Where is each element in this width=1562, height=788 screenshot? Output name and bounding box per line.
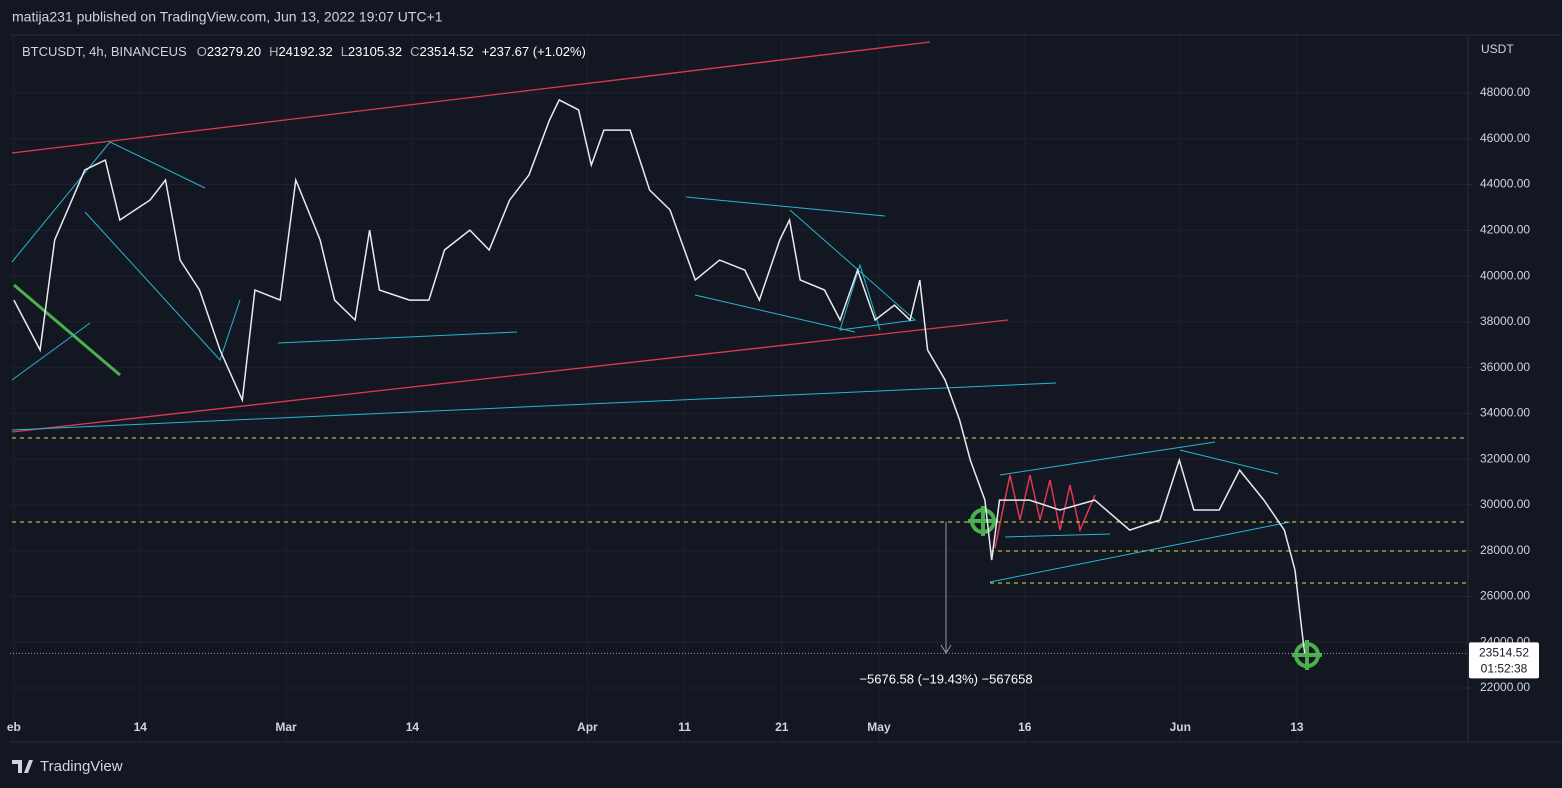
target-icon xyxy=(968,506,998,536)
last-price-box xyxy=(1469,642,1539,679)
trend-line xyxy=(13,283,121,377)
trend-line xyxy=(11,41,931,154)
pattern xyxy=(84,211,241,361)
x-tick-label: 11 xyxy=(678,720,691,734)
ohlc-value: 23279.20 xyxy=(207,44,261,59)
trend-line xyxy=(277,331,518,344)
pattern xyxy=(11,322,91,381)
brand: TradingView xyxy=(12,758,123,775)
trend-line xyxy=(694,294,856,333)
target-icon xyxy=(1292,640,1322,670)
y-tick-label: 42000.00 xyxy=(1480,222,1530,236)
x-tick-label: 13 xyxy=(1290,720,1304,734)
x-tick-label: 21 xyxy=(775,720,789,734)
trend-line xyxy=(1004,533,1111,538)
change: +237.67 (+1.02%) xyxy=(482,44,586,59)
brand-logo xyxy=(12,760,33,773)
x-tick-label: Jun xyxy=(1170,720,1191,734)
trend-line xyxy=(685,196,886,217)
trend-line xyxy=(989,521,1291,583)
price-line xyxy=(13,98,1306,654)
y-tick-label: 22000.00 xyxy=(1480,680,1530,694)
publisher: matija231 published on TradingView.com, … xyxy=(12,9,443,25)
y-tick-label: 26000.00 xyxy=(1480,589,1530,603)
brand-name: TradingView xyxy=(40,758,123,775)
y-tick-label: 46000.00 xyxy=(1480,131,1530,145)
ohlc-value: 23514.52 xyxy=(420,44,474,59)
trend-line xyxy=(999,441,1216,476)
x-tick-label: 16 xyxy=(1018,720,1032,734)
x-tick-label: 14 xyxy=(406,720,420,734)
y-tick-label: 28000.00 xyxy=(1480,543,1530,557)
plot xyxy=(10,98,1468,654)
y-tick-label: 38000.00 xyxy=(1480,314,1530,328)
countdown: 01:52:38 xyxy=(1481,662,1528,676)
y-tick-label: 34000.00 xyxy=(1480,406,1530,420)
ohlc-letter: H xyxy=(269,44,278,59)
trend-line xyxy=(1179,449,1279,475)
ohlc-value: 24192.32 xyxy=(278,44,332,59)
y-tick-label: 32000.00 xyxy=(1480,451,1530,465)
pattern xyxy=(11,141,206,263)
ohlc-letter: L xyxy=(341,44,348,59)
trend-line xyxy=(11,319,1009,433)
x-tick-label: 14 xyxy=(134,720,148,734)
x-tick-label: Mar xyxy=(275,720,297,734)
grid xyxy=(10,35,1468,742)
y-tick-label: 40000.00 xyxy=(1480,268,1530,282)
y-tick-label: 36000.00 xyxy=(1480,360,1530,374)
symbol-legend: BTCUSDT, 4h, BINANCEUS O23279.20 H24192.32… xyxy=(22,44,586,59)
measurement-label: −5676.58 (−19.43%) −567658 xyxy=(859,671,1032,686)
x-tick-label: eb xyxy=(7,720,21,734)
pattern xyxy=(789,209,917,331)
ohlc-value: 23105.32 xyxy=(348,44,402,59)
ohlc-letter: C xyxy=(410,44,419,59)
pattern xyxy=(994,474,1096,549)
y-tick-label: 44000.00 xyxy=(1480,177,1530,191)
y-axis-label: USDT xyxy=(1481,42,1514,56)
ohlc-letter: O xyxy=(197,44,207,59)
annotations xyxy=(11,41,1468,670)
last-price-label: 23514.52 xyxy=(1479,646,1529,660)
y-tick-label: 30000.00 xyxy=(1480,497,1530,511)
x-tick-label: May xyxy=(867,720,891,734)
symbol: BTCUSDT, 4h, BINANCEUS xyxy=(22,44,187,59)
trend-line xyxy=(11,382,1057,431)
y-tick-label: 48000.00 xyxy=(1480,85,1530,99)
x-tick-label: Apr xyxy=(577,720,598,734)
